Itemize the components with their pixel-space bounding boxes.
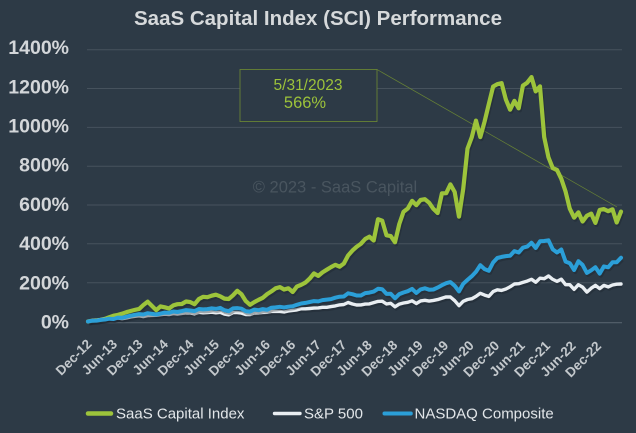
svg-text:SaaS Capital Index (SCI) Perfo: SaaS Capital Index (SCI) Performance bbox=[134, 7, 502, 30]
svg-text:SaaS Capital Index: SaaS Capital Index bbox=[116, 406, 245, 423]
svg-text:400%: 400% bbox=[19, 233, 69, 255]
svg-text:800%: 800% bbox=[19, 155, 69, 177]
svg-text:1000%: 1000% bbox=[8, 116, 69, 138]
svg-text:NASDAQ Composite: NASDAQ Composite bbox=[415, 406, 554, 423]
svg-text:1200%: 1200% bbox=[8, 76, 69, 98]
svg-text:200%: 200% bbox=[19, 272, 69, 294]
svg-text:S&P 500: S&P 500 bbox=[304, 406, 363, 423]
svg-text:600%: 600% bbox=[19, 194, 69, 216]
svg-text:566%: 566% bbox=[284, 94, 327, 112]
svg-text:© 2023 - SaaS Capital: © 2023 - SaaS Capital bbox=[253, 179, 417, 197]
svg-text:0%: 0% bbox=[41, 312, 69, 334]
svg-text:1400%: 1400% bbox=[8, 37, 69, 59]
svg-text:5/31/2023: 5/31/2023 bbox=[274, 77, 343, 94]
